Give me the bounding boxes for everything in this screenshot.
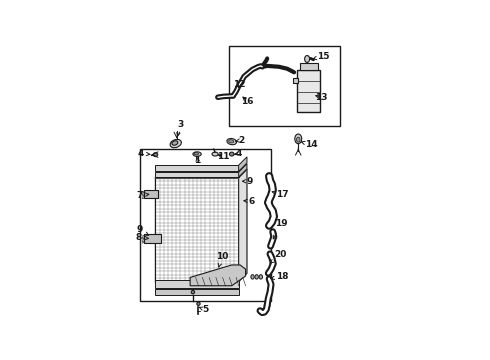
- Bar: [155, 280, 239, 288]
- Text: 3: 3: [177, 121, 184, 136]
- Bar: [300, 63, 318, 69]
- Ellipse shape: [259, 275, 263, 279]
- Ellipse shape: [227, 139, 237, 145]
- Ellipse shape: [229, 152, 234, 156]
- Ellipse shape: [197, 302, 200, 305]
- Polygon shape: [190, 265, 245, 286]
- Polygon shape: [239, 169, 247, 282]
- Text: 2: 2: [236, 136, 245, 145]
- Text: 5: 5: [199, 305, 208, 314]
- Polygon shape: [155, 169, 247, 177]
- Text: 13: 13: [315, 93, 327, 102]
- Polygon shape: [239, 157, 247, 171]
- Ellipse shape: [195, 153, 198, 155]
- Polygon shape: [239, 164, 247, 177]
- Ellipse shape: [251, 275, 254, 279]
- Bar: [297, 69, 320, 112]
- Ellipse shape: [305, 55, 310, 63]
- Bar: [155, 288, 239, 294]
- Bar: [155, 172, 239, 177]
- Ellipse shape: [191, 291, 195, 294]
- Ellipse shape: [212, 152, 218, 156]
- Ellipse shape: [229, 140, 234, 143]
- Text: 9: 9: [243, 177, 253, 186]
- Ellipse shape: [193, 152, 201, 156]
- Ellipse shape: [172, 141, 178, 145]
- Text: 14: 14: [301, 140, 318, 149]
- Ellipse shape: [295, 134, 302, 144]
- Text: 9: 9: [136, 225, 148, 235]
- Text: 15: 15: [313, 52, 330, 61]
- Text: 1: 1: [195, 156, 200, 165]
- Text: 11: 11: [217, 152, 230, 161]
- Text: 4: 4: [138, 149, 150, 158]
- Ellipse shape: [255, 275, 258, 279]
- Polygon shape: [145, 234, 161, 243]
- Text: 4: 4: [235, 149, 242, 158]
- Bar: [229, 46, 340, 126]
- Text: 7: 7: [136, 190, 149, 199]
- Text: 12: 12: [233, 80, 245, 89]
- Text: 20: 20: [270, 250, 287, 264]
- Text: 8: 8: [135, 233, 148, 242]
- Bar: [140, 149, 270, 301]
- Text: 16: 16: [242, 97, 254, 106]
- Ellipse shape: [170, 139, 181, 148]
- Text: 18: 18: [270, 271, 289, 280]
- Ellipse shape: [296, 137, 300, 142]
- Bar: [293, 78, 298, 84]
- Polygon shape: [145, 190, 158, 198]
- Bar: [155, 165, 239, 171]
- Text: 10: 10: [216, 252, 228, 267]
- Text: 19: 19: [273, 219, 288, 239]
- Ellipse shape: [153, 153, 158, 157]
- Text: 6: 6: [244, 197, 255, 206]
- Text: 17: 17: [272, 190, 289, 199]
